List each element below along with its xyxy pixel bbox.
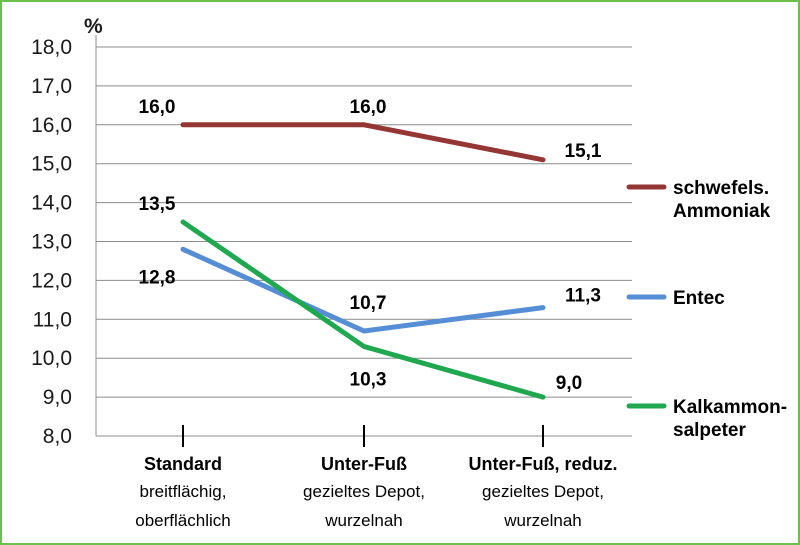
x-category-label: Unter-Fuß [321, 454, 407, 474]
y-tick-label: 14,0 [31, 192, 72, 215]
x-category-label: Unter-Fuß, reduz. [469, 454, 618, 474]
data-label: 10,7 [350, 293, 387, 314]
data-label: 15,1 [565, 141, 602, 162]
x-category-sublabel: gezieltes Depot, [303, 482, 425, 501]
x-axis: Standard breitflächig, oberflächlich Unter-… [135, 425, 618, 530]
y-tick-label: 16,0 [31, 114, 72, 137]
data-label: 12,8 [139, 267, 176, 288]
legend-label: Ammoniak [673, 201, 771, 222]
data-label: 9,0 [556, 373, 582, 394]
legend: schwefels.Ammoniak Entec Kalkammon-salpete… [626, 178, 787, 441]
x-category-sublabel: oberflächlich [135, 511, 230, 530]
legend-label: Entec [673, 288, 725, 309]
y-tick-label: 12,0 [31, 269, 72, 292]
series-line-entec [180, 246, 546, 334]
series-line-kalkammonsalpeter [180, 219, 546, 400]
x-category-label: Standard [144, 454, 222, 474]
data-label: 11,3 [565, 286, 601, 307]
y-axis-unit: % [84, 15, 103, 38]
legend-label: schwefels. [673, 178, 769, 199]
series-lines [180, 122, 546, 400]
y-tick-label: 10,0 [31, 347, 72, 370]
x-category-sublabel: gezieltes Depot, [482, 482, 604, 501]
data-label: 10,3 [350, 370, 387, 391]
x-category-sublabel: wurzelnah [503, 511, 582, 530]
y-tick-label: 15,0 [31, 153, 72, 176]
y-tick-label: 17,0 [31, 75, 72, 98]
data-label: 16,0 [139, 97, 176, 118]
y-tick-label: 13,0 [31, 231, 72, 254]
data-label: 13,5 [139, 194, 176, 215]
data-labels: 16,0 16,0 15,1 12,8 10,7 11,3 13,5 10,3 9,0 [139, 97, 602, 394]
x-category-sublabel: wurzelnah [324, 511, 403, 530]
y-tick-label: 11,0 [33, 308, 72, 331]
series-line-schwefels-ammoniak [180, 122, 546, 163]
y-tick-label: 9,0 [43, 386, 72, 409]
data-label: 16,0 [350, 97, 387, 118]
legend-label: Kalkammon- [673, 397, 787, 418]
legend-label: salpeter [673, 420, 746, 441]
y-tick-label: 8,0 [43, 425, 72, 448]
x-category-sublabel: breitflächig, [140, 482, 227, 501]
y-tick-label: 18,0 [31, 36, 72, 59]
y-axis-ticks: 8,0 9,0 10,0 11,0 12,0 13,0 14,0 15,0 16,0 17,0 18… [31, 36, 72, 448]
